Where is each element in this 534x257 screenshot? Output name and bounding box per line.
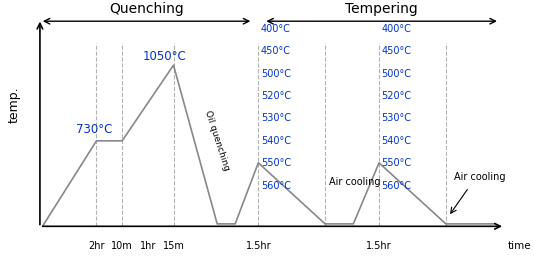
Text: 500°C: 500°C — [382, 69, 412, 79]
Text: 15m: 15m — [162, 241, 184, 251]
Text: 730°C: 730°C — [76, 123, 112, 136]
Text: Tempering: Tempering — [345, 2, 418, 16]
Text: 540°C: 540°C — [382, 136, 412, 146]
Text: 560°C: 560°C — [261, 181, 291, 191]
Text: Air cooling: Air cooling — [453, 172, 505, 182]
Text: 400°C: 400°C — [261, 24, 290, 34]
Text: time: time — [507, 241, 531, 251]
Text: 1050°C: 1050°C — [143, 50, 186, 63]
Text: 450°C: 450°C — [261, 46, 291, 56]
Text: 520°C: 520°C — [382, 91, 412, 101]
Text: 1hr: 1hr — [139, 241, 156, 251]
Text: 500°C: 500°C — [261, 69, 291, 79]
Text: Air cooling: Air cooling — [329, 177, 380, 187]
Text: 540°C: 540°C — [261, 136, 291, 146]
Text: 520°C: 520°C — [261, 91, 291, 101]
Text: 1.5hr: 1.5hr — [366, 241, 392, 251]
Text: 560°C: 560°C — [382, 181, 412, 191]
Text: 450°C: 450°C — [382, 46, 412, 56]
Text: 530°C: 530°C — [261, 114, 291, 124]
Text: 530°C: 530°C — [382, 114, 412, 124]
Text: 550°C: 550°C — [261, 158, 291, 168]
Text: Oil quenching: Oil quenching — [203, 109, 231, 172]
Text: 2hr: 2hr — [88, 241, 105, 251]
Text: Quenching: Quenching — [109, 2, 184, 16]
Text: temp.: temp. — [7, 86, 21, 123]
Text: 10m: 10m — [111, 241, 133, 251]
Text: 550°C: 550°C — [382, 158, 412, 168]
Text: 1.5hr: 1.5hr — [246, 241, 271, 251]
Text: 400°C: 400°C — [382, 24, 412, 34]
